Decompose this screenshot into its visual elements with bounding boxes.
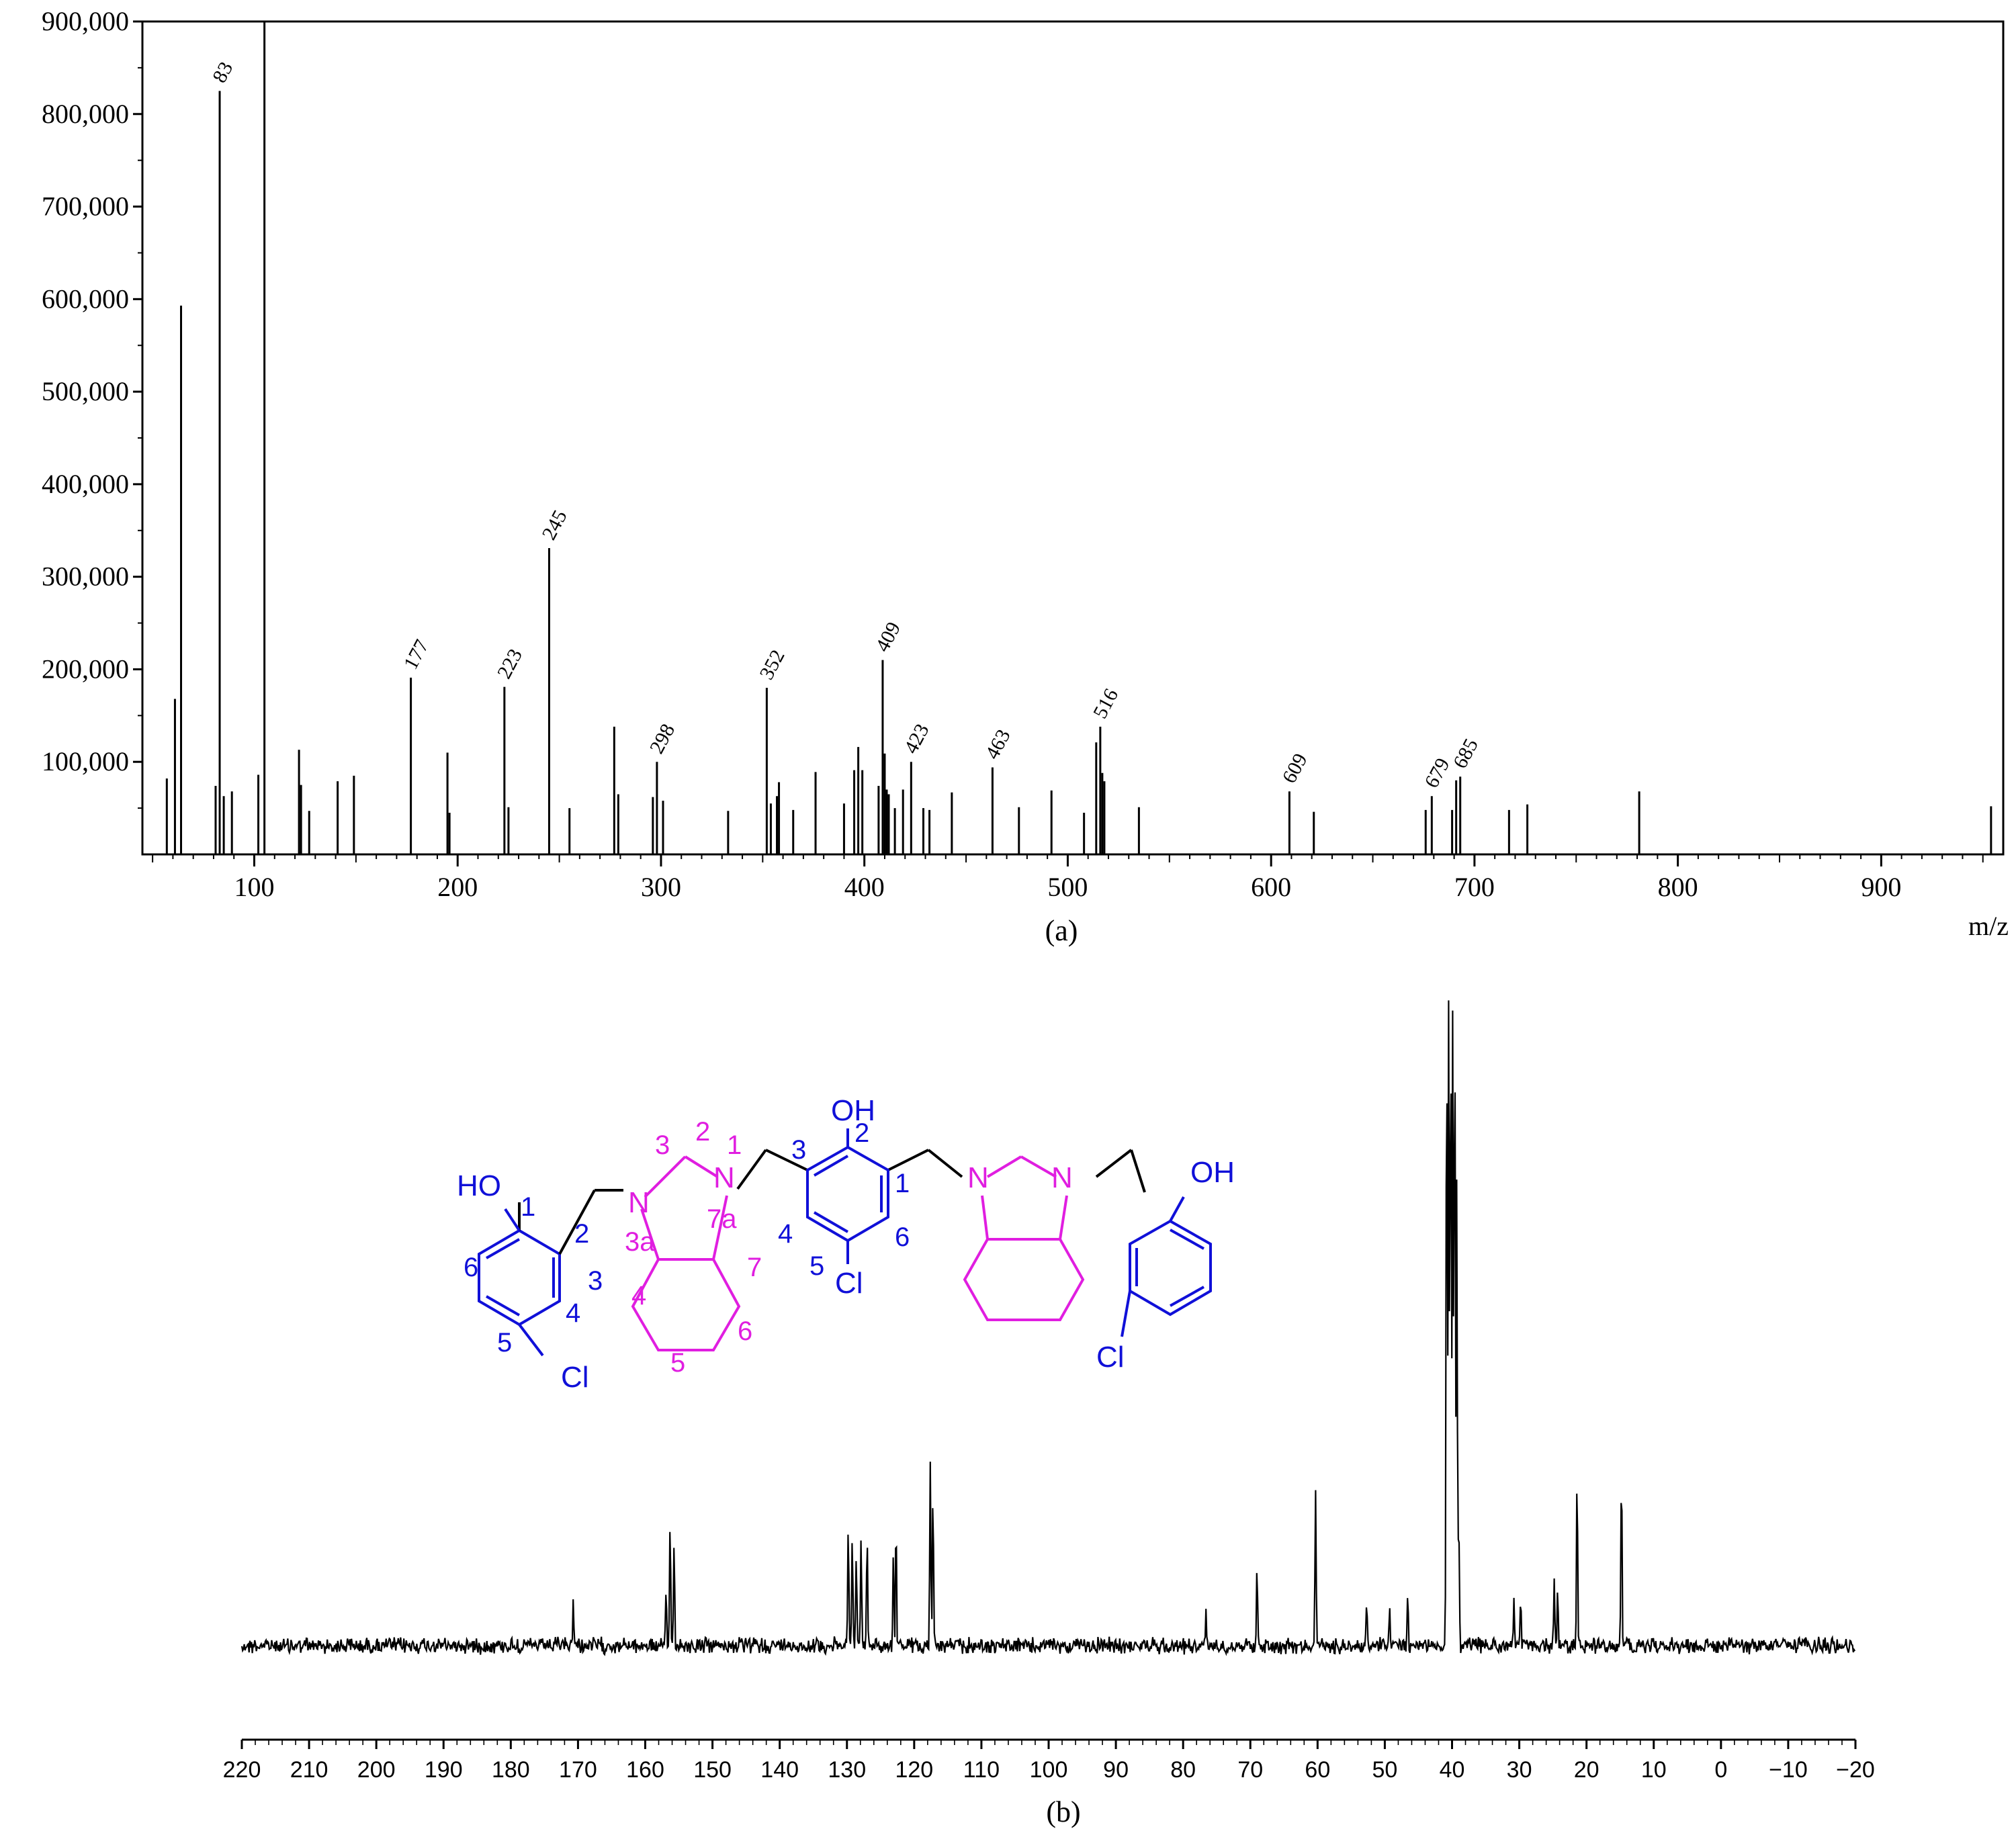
nmr-x-tick-label: 10 xyxy=(1641,1757,1667,1783)
mag-num-4: 4 xyxy=(631,1281,646,1310)
cl-label-right: Cl xyxy=(1096,1341,1125,1374)
top-oh-label: OH xyxy=(831,1094,875,1127)
ms-y-tick-label: 100,000 xyxy=(42,746,129,776)
nmr-x-tick-label: 20 xyxy=(1574,1757,1599,1783)
left-num-5: 5 xyxy=(497,1328,512,1357)
center-num-6: 6 xyxy=(895,1222,910,1252)
nmr-x-tick-label: 150 xyxy=(693,1757,732,1783)
ms-y-tick-label: 200,000 xyxy=(42,654,129,684)
mag-num-2: 2 xyxy=(695,1117,710,1147)
mag-num-3: 3 xyxy=(655,1130,670,1160)
n-label-2: N xyxy=(713,1161,735,1194)
central-phenol-ring xyxy=(806,1128,889,1264)
ms-x-tick-label: 200 xyxy=(437,872,478,902)
ms-x-tick-label: 300 xyxy=(641,872,681,902)
ms-x-tick-label: 900 xyxy=(1861,872,1901,902)
right-phenol-ring xyxy=(1121,1196,1212,1337)
right-oh-label: OH xyxy=(1190,1156,1235,1189)
mass-spectrum-chart: 100,000 200,000 300,000 400,000 500,000 600,0… xyxy=(42,6,2009,947)
ms-y-tick-label: 600,000 xyxy=(42,283,129,314)
nmr-x-tick-label: 80 xyxy=(1170,1757,1196,1783)
mag-num-1: 1 xyxy=(727,1130,742,1160)
left-ho-label: HO xyxy=(457,1169,501,1202)
ms-x-tick-label: 100 xyxy=(234,872,275,902)
mag-num-5: 5 xyxy=(670,1348,685,1378)
left-bicyclic-ring xyxy=(631,1155,741,1351)
nmr-x-tick-label: 0 xyxy=(1714,1757,1727,1783)
ms-x-tick-label: 600 xyxy=(1251,872,1291,902)
nmr-x-tick-label: 190 xyxy=(425,1757,463,1783)
nmr-x-ticks: 220 210 200 190 180 170 160 150 140 130 120 110 100 9… xyxy=(223,1740,1875,1783)
nmr-spectrum-trace xyxy=(240,1000,1856,1656)
ms-x-tick-label: 500 xyxy=(1047,872,1088,902)
nmr-x-tick-label: 210 xyxy=(290,1757,328,1783)
nmr-x-tick-label: −10 xyxy=(1769,1757,1808,1783)
nmr-x-tick-label: 40 xyxy=(1440,1757,1465,1783)
center-num-5: 5 xyxy=(809,1251,824,1281)
center-num-1: 1 xyxy=(895,1169,910,1198)
nmr-x-tick-label: 50 xyxy=(1372,1757,1398,1783)
center-num-4: 4 xyxy=(778,1219,793,1249)
nmr-x-tick-label: 110 xyxy=(963,1757,1000,1783)
nmr-x-tick-label: 120 xyxy=(895,1757,933,1783)
left-num-4: 4 xyxy=(566,1298,580,1328)
nmr-x-tick-label: 130 xyxy=(828,1757,866,1783)
left-phenol-ring xyxy=(478,1229,561,1327)
n-label-4: N xyxy=(1051,1161,1073,1194)
ms-peaks xyxy=(165,21,1992,854)
ms-y-tick-label: 900,000 xyxy=(42,6,129,36)
molecular-structure: HO OH OH N N N N Cl Cl Cl 1 2 3 4 5 6 3 … xyxy=(457,1094,1235,1394)
nmr-x-tick-label: 100 xyxy=(1030,1757,1068,1783)
n-label-1: N xyxy=(628,1186,650,1219)
mag-num-3a: 3a xyxy=(625,1227,655,1257)
nmr-x-tick-label: 180 xyxy=(492,1757,530,1783)
ms-x-tick-label: 700 xyxy=(1454,872,1495,902)
cl-label-left: Cl xyxy=(561,1361,589,1394)
ms-x-tick-label: 400 xyxy=(844,872,885,902)
nmr-x-tick-label: 60 xyxy=(1305,1757,1330,1783)
nmr-x-tick-label: 70 xyxy=(1237,1757,1263,1783)
left-num-6: 6 xyxy=(464,1253,478,1282)
left-oh-bond xyxy=(504,1208,544,1357)
left-num-2: 2 xyxy=(574,1219,589,1249)
n-label-3: N xyxy=(967,1161,989,1194)
nmr-x-tick-label: 170 xyxy=(559,1757,597,1783)
center-num-3: 3 xyxy=(791,1135,806,1165)
right-bicyclic-ring xyxy=(963,1155,1085,1321)
nmr-x-tick-label: 90 xyxy=(1103,1757,1129,1783)
nmr-x-tick-label: 160 xyxy=(626,1757,664,1783)
ms-x-ticks: 100 200 300 400 500 600 700 800 900 xyxy=(152,854,1984,902)
ms-x-tick-label: 800 xyxy=(1658,872,1698,902)
ms-y-tick-label: 400,000 xyxy=(42,469,129,499)
mag-num-6: 6 xyxy=(738,1317,752,1346)
cl-label-center: Cl xyxy=(835,1267,863,1300)
ms-y-tick-label: 700,000 xyxy=(42,191,129,222)
nmr-x-tick-label: 140 xyxy=(760,1757,799,1783)
ms-y-tick-label: 500,000 xyxy=(42,376,129,406)
nmr-panel-label: (b) xyxy=(1046,1795,1080,1828)
left-linker-bonds xyxy=(518,1189,623,1255)
center-linker-bonds xyxy=(736,1149,1146,1193)
left-num-1: 1 xyxy=(521,1192,535,1222)
ms-xlabel: m/z xyxy=(1968,911,2009,941)
nmr-x-tick-label: 30 xyxy=(1507,1757,1532,1783)
ms-y-tick-label: 300,000 xyxy=(42,562,129,592)
ms-y-ticks: 100,000 200,000 300,000 400,000 500,000 600,0… xyxy=(42,6,142,809)
nmr-x-tick-label: 220 xyxy=(223,1757,261,1783)
mag-num-7: 7 xyxy=(747,1253,762,1282)
left-num-3: 3 xyxy=(588,1266,603,1296)
mag-num-7a: 7a xyxy=(707,1204,737,1234)
nmr-x-tick-label: −20 xyxy=(1836,1757,1875,1783)
nmr-x-tick-label: 200 xyxy=(357,1757,396,1783)
center-num-2: 2 xyxy=(854,1118,869,1148)
ms-panel-label: (a) xyxy=(1045,914,1078,947)
ms-y-tick-label: 800,000 xyxy=(42,99,129,129)
